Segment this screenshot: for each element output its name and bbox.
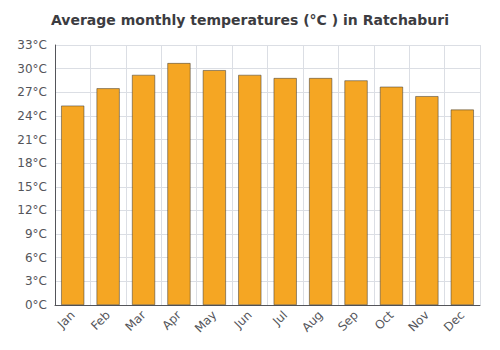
- svg-text:18°C: 18°C: [17, 156, 47, 170]
- svg-text:Jan: Jan: [54, 308, 78, 332]
- svg-text:6°C: 6°C: [25, 251, 47, 265]
- svg-text:Feb: Feb: [88, 308, 113, 333]
- svg-text:Oct: Oct: [372, 308, 397, 333]
- svg-text:Sep: Sep: [335, 308, 361, 334]
- svg-text:Jul: Jul: [269, 308, 290, 329]
- svg-text:15°C: 15°C: [17, 180, 47, 194]
- svg-text:0°C: 0°C: [25, 298, 47, 312]
- svg-text:Aug: Aug: [299, 308, 325, 334]
- svg-text:3°C: 3°C: [25, 274, 47, 288]
- svg-text:12°C: 12°C: [17, 203, 47, 217]
- svg-text:Dec: Dec: [441, 308, 467, 334]
- svg-text:30°C: 30°C: [17, 62, 47, 76]
- svg-text:May: May: [192, 308, 219, 335]
- svg-text:9°C: 9°C: [25, 227, 47, 241]
- svg-text:Mar: Mar: [123, 308, 149, 334]
- svg-text:21°C: 21°C: [17, 133, 47, 147]
- svg-text:Average monthly temperatures (: Average monthly temperatures (°C ) in Ra…: [51, 12, 449, 28]
- svg-text:33°C: 33°C: [17, 38, 47, 52]
- svg-text:24°C: 24°C: [17, 109, 47, 123]
- svg-text:Nov: Nov: [405, 308, 431, 334]
- svg-text:Jun: Jun: [231, 308, 255, 332]
- svg-text:27°C: 27°C: [17, 85, 47, 99]
- svg-text:Apr: Apr: [159, 308, 184, 333]
